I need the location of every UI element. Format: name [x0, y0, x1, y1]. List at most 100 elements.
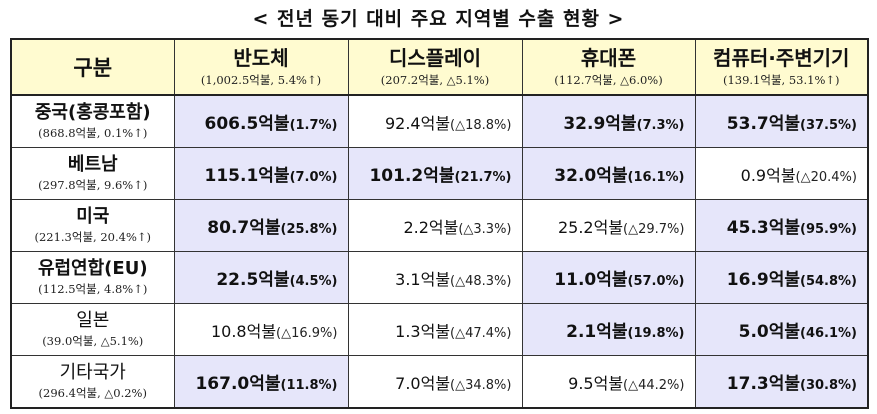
value-cell: 5.0억불(46.1%)	[694, 303, 869, 356]
value-cell: 25.2억불(△29.7%)	[521, 199, 696, 252]
change-percent: (△48.3%)	[450, 273, 512, 289]
value-cell: 2.2억불(△3.3%)	[347, 199, 523, 252]
region-total: (868.8억불, 0.1%↑)	[38, 125, 148, 140]
change-percent: (△16.9%)	[276, 325, 338, 341]
value-cell: 16.9억불(54.8%)	[694, 251, 869, 304]
value-cell: 92.4억불(△18.8%)	[347, 94, 523, 148]
header-col-4-name: 컴퓨터·주변기기	[713, 46, 850, 70]
export-value: 5.0억불	[738, 322, 801, 342]
export-value: 17.3억불	[726, 374, 801, 394]
region-total: (39.0억불, △5.1%)	[42, 333, 144, 348]
export-value: 45.3억불	[726, 218, 801, 238]
header-col-1: 반도체 (1,002.5억불, 5.4%↑)	[173, 38, 349, 96]
header-col-3: 휴대폰 (112.7억불, △6.0%)	[521, 38, 696, 96]
export-table: 구분 반도체 (1,002.5억불, 5.4%↑) 디스플레이 (207.2억불, …	[10, 38, 869, 409]
header-col-1-name: 반도체	[233, 46, 289, 70]
change-percent: (21.7%)	[454, 170, 512, 185]
region-name: 미국	[76, 205, 110, 227]
region-name: 일본	[76, 309, 110, 331]
change-percent: (37.5%)	[800, 118, 857, 133]
export-value: 3.1억불	[395, 269, 451, 289]
region-name: 베트남	[67, 153, 118, 175]
value-cell: 22.5억불(4.5%)	[173, 251, 349, 304]
change-percent: (25.8%)	[280, 222, 338, 237]
value-cell: 7.0억불(△34.8%)	[347, 355, 523, 409]
export-value: 115.1억불	[204, 166, 290, 186]
change-percent: (30.8%)	[800, 378, 857, 393]
export-value: 32.9억불	[563, 114, 637, 134]
header-col-2-sub: (207.2억불, △5.1%)	[380, 73, 490, 87]
value-cell: 0.9억불(△20.4%)	[694, 147, 869, 200]
value-cell: 32.9억불(7.3%)	[521, 94, 696, 148]
table-row: 기타국가 (296.4억불, △0.2%) 167.0억불(11.8%) 7.0억불(…	[10, 355, 869, 409]
change-percent: (57.0%)	[627, 274, 685, 289]
header-col-2: 디스플레이 (207.2억불, △5.1%)	[347, 38, 523, 96]
region-cell: 유럽연합(EU) (112.5억불, 4.8%↑)	[10, 251, 175, 304]
change-percent: (△18.8%)	[450, 117, 512, 133]
export-value: 2.2억불	[403, 217, 459, 237]
region-total: (296.4억불, △0.2%)	[38, 385, 147, 400]
value-cell: 53.7억불(37.5%)	[694, 94, 869, 148]
export-value: 7.0억불	[395, 373, 451, 393]
header-col-3-name: 휴대폰	[580, 46, 637, 70]
header-col-3-sub: (112.7억불, △6.0%)	[554, 73, 663, 87]
region-cell: 중국(홍콩포함) (868.8억불, 0.1%↑)	[10, 94, 175, 148]
change-percent: (△47.4%)	[450, 325, 512, 341]
export-value: 11.0억불	[554, 270, 628, 290]
value-cell: 606.5억불(1.7%)	[173, 94, 349, 148]
change-percent: (4.5%)	[289, 274, 338, 289]
value-cell: 1.3억불(△47.4%)	[347, 303, 523, 356]
value-cell: 101.2억불(21.7%)	[347, 147, 523, 200]
value-cell: 115.1억불(7.0%)	[173, 147, 349, 200]
region-cell: 일본 (39.0억불, △5.1%)	[10, 303, 175, 356]
value-cell: 11.0억불(57.0%)	[521, 251, 696, 304]
change-percent: (1.7%)	[289, 118, 338, 133]
value-cell: 167.0억불(11.8%)	[173, 355, 349, 409]
export-value: 22.5억불	[216, 270, 290, 290]
header-col-1-sub: (1,002.5억불, 5.4%↑)	[200, 73, 322, 87]
export-value: 53.7억불	[726, 114, 801, 134]
export-value: 1.3억불	[395, 321, 451, 341]
value-cell: 3.1억불(△48.3%)	[347, 251, 523, 304]
change-percent: (95.9%)	[800, 222, 857, 237]
value-cell: 2.1억불(19.8%)	[521, 303, 696, 356]
export-value: 606.5억불	[204, 114, 290, 134]
header-row: 구분 반도체 (1,002.5억불, 5.4%↑) 디스플레이 (207.2억불, …	[10, 38, 869, 96]
change-percent: (7.3%)	[636, 118, 685, 133]
export-value: 92.4억불	[384, 113, 451, 133]
export-value: 9.5억불	[568, 373, 624, 393]
header-col-4-sub: (139.1억불, 53.1%↑)	[722, 73, 840, 87]
table-row: 유럽연합(EU) (112.5억불, 4.8%↑) 22.5억불(4.5%) 3.1억…	[10, 251, 869, 304]
region-name: 기타국가	[59, 361, 126, 383]
value-cell: 45.3억불(95.9%)	[694, 199, 869, 252]
table-row: 미국 (221.3억불, 20.4%↑) 80.7억불(25.8%) 2.2억불(△3…	[10, 199, 869, 252]
header-corner-label: 구분	[73, 56, 113, 80]
change-percent: (△3.3%)	[458, 221, 512, 237]
change-percent: (19.8%)	[627, 326, 685, 341]
region-name: 중국(홍콩포함)	[34, 101, 151, 123]
export-value: 101.2억불	[369, 166, 455, 186]
change-percent: (11.8%)	[280, 378, 338, 393]
value-cell: 32.0억불(16.1%)	[521, 147, 696, 200]
export-value: 10.8억불	[210, 321, 277, 341]
export-value: 0.9억불	[740, 165, 796, 185]
change-percent: (7.0%)	[289, 170, 338, 185]
value-cell: 9.5억불(△44.2%)	[521, 355, 696, 409]
export-value: 32.0억불	[554, 166, 628, 186]
export-value: 25.2억불	[557, 217, 624, 237]
header-col-2-name: 디스플레이	[389, 46, 481, 70]
table-row: 중국(홍콩포함) (868.8억불, 0.1%↑) 606.5억불(1.7%) 92.…	[10, 94, 869, 148]
value-cell: 80.7억불(25.8%)	[173, 199, 349, 252]
region-total: (221.3억불, 20.4%↑)	[34, 229, 152, 244]
region-cell: 미국 (221.3억불, 20.4%↑)	[10, 199, 175, 252]
region-name: 유럽연합(EU)	[37, 257, 148, 279]
change-percent: (54.8%)	[800, 274, 857, 289]
table-row: 일본 (39.0억불, △5.1%) 10.8억불(△16.9%) 1.3억불(△47…	[10, 303, 869, 356]
region-cell: 기타국가 (296.4억불, △0.2%)	[10, 355, 175, 409]
header-corner: 구분	[10, 38, 175, 96]
change-percent: (16.1%)	[627, 170, 685, 185]
value-cell: 17.3억불(30.8%)	[694, 355, 869, 409]
region-cell: 베트남 (297.8억불, 9.6%↑)	[10, 147, 175, 200]
region-total: (112.5억불, 4.8%↑)	[38, 281, 148, 296]
export-value: 80.7억불	[207, 218, 281, 238]
